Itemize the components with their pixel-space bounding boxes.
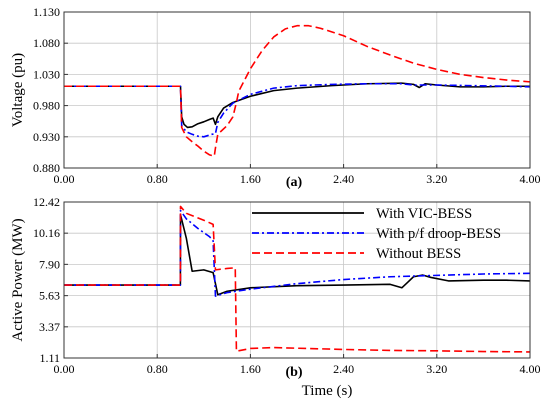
legend-label: With p/f droop-BESS bbox=[376, 226, 501, 242]
plot-frame bbox=[63, 201, 531, 359]
y-tick-label: 0.930 bbox=[33, 130, 60, 144]
x-tick-label: 3.20 bbox=[426, 362, 447, 376]
y-tick-label: 5.63 bbox=[39, 289, 60, 303]
plot-frame bbox=[63, 11, 531, 169]
x-tick-label: 4.00 bbox=[520, 172, 541, 186]
y-tick-label: 1.11 bbox=[39, 351, 60, 365]
x-tick-label: 4.00 bbox=[520, 362, 541, 376]
y-axis-label: Active Power (MW) bbox=[10, 218, 26, 341]
y-tick-label: 7.90 bbox=[39, 257, 60, 271]
y-tick-label: 1.030 bbox=[33, 67, 60, 81]
active-power-chart: 0.00 0.80 1.60 2.40 3.20 4.00 1.11 3.37 5.63 7.90… bbox=[10, 195, 541, 399]
x-tick-label: 0.00 bbox=[54, 172, 75, 186]
x-tick-label: 0.80 bbox=[147, 172, 168, 186]
y-tick-label: 12.42 bbox=[33, 195, 60, 209]
x-axis-label: Time (s) bbox=[302, 383, 353, 399]
series-line-with-vic-bess bbox=[64, 213, 531, 296]
x-tick-label: 0.00 bbox=[54, 362, 75, 376]
legend-label: With VIC-BESS bbox=[376, 206, 472, 222]
y-tick-label: 1.080 bbox=[33, 36, 60, 50]
x-tick-label: 2.40 bbox=[333, 362, 354, 376]
panel-label: (b) bbox=[285, 365, 302, 380]
legend: With VIC-BESS With p/f droop-BESS Without … bbox=[252, 206, 501, 262]
legend-label: Without BESS bbox=[376, 246, 461, 262]
x-tick-label: 1.60 bbox=[240, 172, 261, 186]
y-axis-label: Voltage (pu) bbox=[10, 53, 26, 127]
series-line-with-p-f-droop-bess bbox=[64, 82, 531, 138]
series-line-without-bess bbox=[64, 24, 531, 157]
x-tick-label: 1.60 bbox=[240, 362, 261, 376]
series-line-with-p-f-droop-bess bbox=[64, 209, 531, 297]
y-tick-label: 0.880 bbox=[33, 161, 60, 175]
voltage-chart: 0.00 0.80 1.60 2.40 3.20 4.00 0.880 0.930 0.980 1… bbox=[10, 5, 541, 190]
series-line-without-bess bbox=[64, 205, 531, 353]
x-tick-label: 3.20 bbox=[426, 172, 447, 186]
x-tick-label: 0.80 bbox=[147, 362, 168, 376]
y-tick-label: 3.37 bbox=[39, 320, 60, 334]
y-tick-label: 0.980 bbox=[33, 99, 60, 113]
x-tick-label: 2.40 bbox=[333, 172, 354, 186]
panel-label: (a) bbox=[286, 175, 303, 190]
y-tick-label: 10.16 bbox=[33, 226, 60, 240]
y-tick-label: 1.130 bbox=[33, 5, 60, 19]
